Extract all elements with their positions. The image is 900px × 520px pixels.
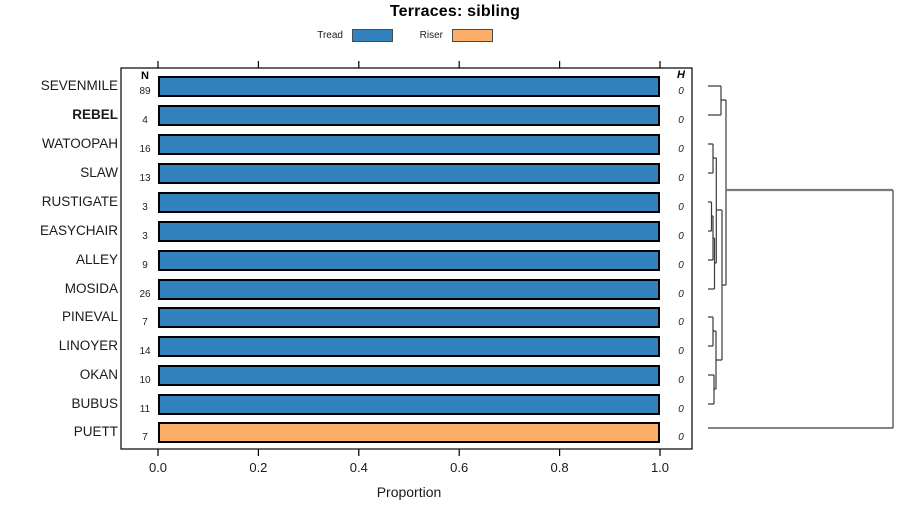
h-value-rebel: 0 bbox=[678, 115, 684, 126]
category-label-easychair: EASYCHAIR bbox=[39, 223, 118, 238]
n-column-header: N bbox=[141, 70, 149, 82]
h-value-bubus: 0 bbox=[678, 404, 684, 415]
category-label-alley: ALLEY bbox=[75, 252, 118, 267]
h-value-mosida: 0 bbox=[678, 289, 684, 300]
x-tick-1.0: 1.0 bbox=[650, 460, 670, 475]
h-value-easychair: 0 bbox=[678, 231, 684, 242]
bar-mosida-tread bbox=[158, 278, 660, 300]
category-label-bubus: BUBUS bbox=[71, 396, 118, 411]
legend-swatch-riser bbox=[452, 29, 493, 42]
n-value-pineval: 7 bbox=[142, 317, 148, 328]
legend-label-tread: Tread bbox=[317, 30, 343, 41]
x-tick-0.6: 0.6 bbox=[450, 460, 469, 475]
x-tick-0.8: 0.8 bbox=[550, 460, 569, 475]
n-value-sevenmile: 89 bbox=[139, 86, 151, 97]
chart-title: Terraces: sibling bbox=[389, 3, 521, 20]
n-value-mosida: 26 bbox=[139, 289, 151, 300]
h-value-linoyer: 0 bbox=[678, 346, 684, 357]
legend-swatch-tread bbox=[352, 29, 393, 42]
h-value-puett: 0 bbox=[678, 432, 684, 443]
legend-label-riser: Riser bbox=[419, 30, 443, 41]
category-label-sevenmile: SEVENMILE bbox=[40, 78, 118, 93]
category-label-watoopah: WATOOPAH bbox=[41, 136, 118, 151]
category-label-puett: PUETT bbox=[73, 424, 118, 439]
bottom-axis-ticks bbox=[157, 449, 661, 456]
n-value-bubus: 11 bbox=[139, 404, 151, 415]
n-value-linoyer: 14 bbox=[139, 346, 151, 357]
n-value-okan: 10 bbox=[139, 375, 151, 386]
h-value-slaw: 0 bbox=[678, 173, 684, 184]
n-value-watoopah: 16 bbox=[139, 144, 151, 155]
x-axis-label: Proportion bbox=[376, 484, 442, 500]
h-value-rustigate: 0 bbox=[678, 202, 684, 213]
h-value-watoopah: 0 bbox=[678, 144, 684, 155]
bar-puett-riser bbox=[158, 421, 660, 443]
category-label-okan: OKAN bbox=[79, 367, 118, 382]
h-column-header: H bbox=[677, 69, 685, 81]
category-label-pineval: PINEVAL bbox=[61, 309, 118, 324]
bar-watoopah-tread bbox=[158, 133, 660, 155]
dendrogram-branches bbox=[708, 85, 894, 429]
h-value-okan: 0 bbox=[678, 375, 684, 386]
category-label-mosida: MOSIDA bbox=[64, 281, 118, 296]
bar-pineval-tread bbox=[158, 306, 660, 328]
bar-sevenmile-tread bbox=[158, 75, 660, 97]
h-value-sevenmile: 0 bbox=[678, 86, 684, 97]
n-value-slaw: 13 bbox=[139, 173, 151, 184]
n-value-alley: 9 bbox=[142, 260, 148, 271]
x-tick-0.2: 0.2 bbox=[249, 460, 268, 475]
n-value-rustigate: 3 bbox=[142, 202, 148, 213]
h-value-pineval: 0 bbox=[678, 317, 684, 328]
bar-bubus-tread bbox=[158, 393, 660, 415]
category-label-linoyer: LINOYER bbox=[58, 338, 118, 353]
x-tick-0.4: 0.4 bbox=[349, 460, 368, 475]
category-label-rustigate: RUSTIGATE bbox=[41, 194, 118, 209]
category-label-rebel: REBEL bbox=[72, 107, 118, 122]
h-value-alley: 0 bbox=[678, 260, 684, 271]
n-value-easychair: 3 bbox=[142, 231, 148, 242]
bar-rustigate-tread bbox=[158, 191, 660, 213]
bar-slaw-tread bbox=[158, 162, 660, 184]
bar-linoyer-tread bbox=[158, 335, 660, 357]
top-axis-ticks bbox=[157, 61, 661, 68]
n-value-puett: 7 bbox=[142, 432, 148, 443]
bar-easychair-tread bbox=[158, 220, 660, 242]
bar-rebel-tread bbox=[158, 104, 660, 126]
x-tick-0.0: 0.0 bbox=[148, 460, 168, 475]
bar-okan-tread bbox=[158, 364, 660, 386]
n-value-rebel: 4 bbox=[142, 115, 148, 126]
category-label-slaw: SLAW bbox=[80, 165, 118, 180]
bar-alley-tread bbox=[158, 249, 660, 271]
